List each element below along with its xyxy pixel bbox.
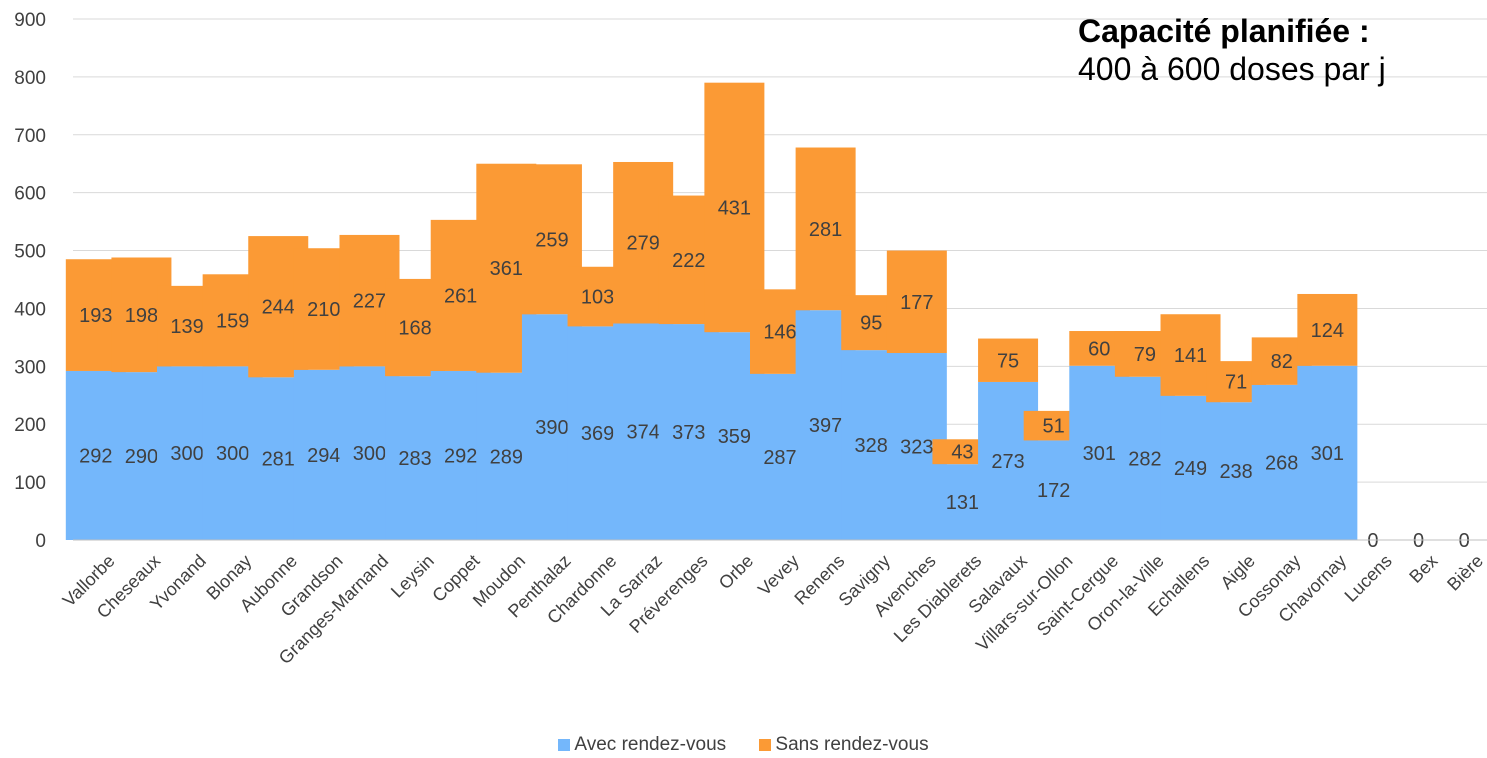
bar-avec xyxy=(1297,365,1358,540)
data-label: 75 xyxy=(997,350,1019,372)
data-label: 323 xyxy=(900,437,933,459)
y-tick-label: 700 xyxy=(14,126,46,147)
data-label: 300 xyxy=(353,443,386,465)
legend-item-avec: Avec rendez-vous xyxy=(558,734,726,756)
data-label: 0 xyxy=(1367,530,1378,552)
data-label: 390 xyxy=(535,417,568,439)
data-label: 268 xyxy=(1265,452,1298,474)
capacity-annotation: Capacité planifiée : 400 à 600 doses par… xyxy=(1078,12,1386,88)
data-label: 259 xyxy=(535,229,568,251)
x-tick-label: Bière xyxy=(1443,551,1487,595)
data-label: 177 xyxy=(900,292,933,314)
data-label: 124 xyxy=(1311,320,1344,342)
data-label: 281 xyxy=(809,219,842,241)
y-tick-label: 900 xyxy=(14,10,46,31)
data-label: 95 xyxy=(860,313,882,335)
legend-label-avec: Avec rendez-vous xyxy=(574,734,727,755)
data-label: 279 xyxy=(626,233,659,255)
data-label: 0 xyxy=(1459,530,1470,552)
data-label: 198 xyxy=(125,305,158,327)
y-tick-label: 600 xyxy=(14,184,46,205)
data-label: 193 xyxy=(79,305,112,327)
data-label: 238 xyxy=(1219,461,1252,483)
data-label: 301 xyxy=(1083,443,1116,465)
annotation-subtitle: 400 à 600 doses par j xyxy=(1078,51,1386,87)
data-label: 131 xyxy=(946,492,979,514)
data-label: 60 xyxy=(1088,338,1110,360)
data-label: 374 xyxy=(626,422,659,444)
y-tick-label: 400 xyxy=(14,299,46,320)
data-label: 359 xyxy=(718,426,751,448)
data-label: 282 xyxy=(1128,448,1161,470)
bar-sans xyxy=(886,250,947,354)
x-tick-label: Lucens xyxy=(1341,551,1396,606)
data-label: 249 xyxy=(1174,458,1207,480)
data-label: 0 xyxy=(1413,530,1424,552)
data-label: 292 xyxy=(444,445,477,467)
data-label: 227 xyxy=(353,291,386,313)
bar-sans xyxy=(795,147,856,311)
data-label: 82 xyxy=(1271,351,1293,373)
data-label: 273 xyxy=(991,451,1024,473)
chart-legend: Avec rendez-vous Sans rendez-vous xyxy=(0,734,1487,757)
data-label: 168 xyxy=(398,318,431,340)
data-label: 292 xyxy=(79,445,112,467)
data-label: 300 xyxy=(216,443,249,465)
data-label: 369 xyxy=(581,423,614,445)
data-label: 287 xyxy=(763,447,796,469)
y-tick-label: 200 xyxy=(14,415,46,436)
data-label: 51 xyxy=(1043,416,1065,438)
data-label: 222 xyxy=(672,250,705,272)
data-label: 146 xyxy=(763,322,796,344)
data-label: 283 xyxy=(398,448,431,470)
data-label: 210 xyxy=(307,299,340,321)
data-label: 139 xyxy=(170,316,203,338)
bar-sans xyxy=(1297,293,1358,366)
legend-swatch-avec xyxy=(558,739,571,751)
annotation-title: Capacité planifiée : xyxy=(1078,13,1370,49)
data-label: 294 xyxy=(307,445,340,467)
data-label: 103 xyxy=(581,287,614,309)
data-label: 431 xyxy=(718,197,751,219)
data-label: 43 xyxy=(951,442,973,464)
data-label: 71 xyxy=(1225,372,1247,394)
legend-label-sans: Sans rendez-vous xyxy=(775,734,929,755)
data-label: 397 xyxy=(809,415,842,437)
data-label: 244 xyxy=(262,297,295,319)
x-tick-label: Aigle xyxy=(1217,551,1259,593)
legend-swatch-sans xyxy=(759,739,772,751)
y-tick-label: 500 xyxy=(14,242,46,263)
data-label: 301 xyxy=(1311,443,1344,465)
legend-item-sans: Sans rendez-vous xyxy=(759,734,929,756)
y-tick-label: 100 xyxy=(14,473,46,494)
data-label: 172 xyxy=(1037,480,1070,502)
x-tick-label: Orbe xyxy=(715,551,757,593)
data-label: 300 xyxy=(170,443,203,465)
y-tick-label: 300 xyxy=(14,357,46,378)
bar-sans xyxy=(978,338,1039,382)
x-tick-label: Bex xyxy=(1405,551,1441,587)
data-label: 159 xyxy=(216,310,249,332)
data-label: 79 xyxy=(1134,344,1156,366)
y-tick-label: 800 xyxy=(14,68,46,89)
data-label: 261 xyxy=(444,285,477,307)
data-label: 328 xyxy=(855,435,888,457)
data-label: 290 xyxy=(125,446,158,468)
data-label: 141 xyxy=(1174,345,1207,367)
data-label: 289 xyxy=(490,446,523,468)
data-label: 361 xyxy=(490,258,523,280)
y-tick-label: 0 xyxy=(35,531,46,552)
data-label: 373 xyxy=(672,422,705,444)
data-label: 281 xyxy=(262,449,295,471)
